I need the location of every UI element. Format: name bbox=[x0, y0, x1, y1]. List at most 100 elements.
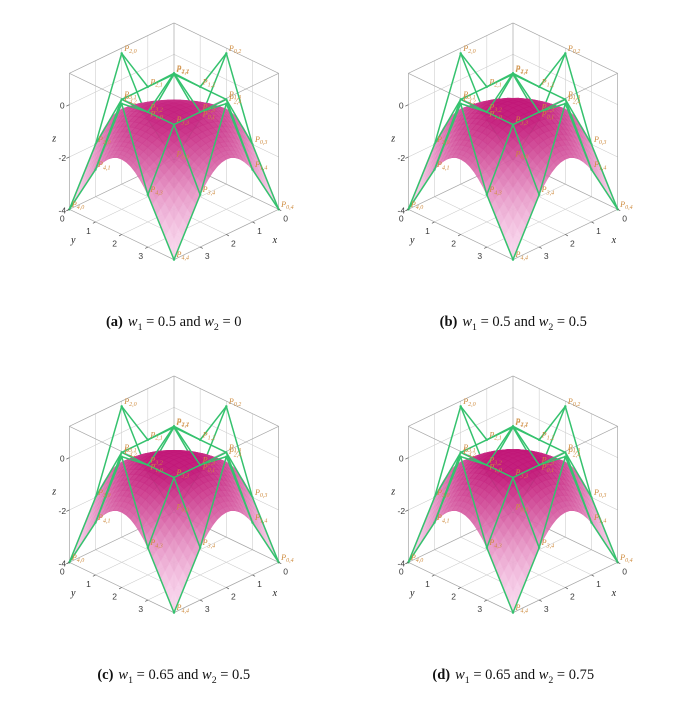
svg-text:P4,4: P4,4 bbox=[515, 250, 528, 261]
svg-text:P1,1: P1,1 bbox=[515, 418, 528, 429]
svg-text:P1,0: P1,0 bbox=[489, 463, 502, 474]
svg-text:3: 3 bbox=[544, 251, 549, 261]
svg-text:P0,0: P0,0 bbox=[515, 149, 528, 160]
svg-text:-2: -2 bbox=[398, 153, 406, 163]
svg-text:2: 2 bbox=[112, 239, 117, 249]
svg-text:P0,2: P0,2 bbox=[228, 44, 241, 55]
svg-text:P1,3: P1,3 bbox=[567, 443, 580, 454]
svg-text:-4: -4 bbox=[58, 558, 66, 568]
svg-text:P3,2: P3,2 bbox=[489, 455, 502, 466]
svg-text:P2,2: P2,2 bbox=[515, 417, 528, 428]
svg-text:P4,2: P4,2 bbox=[123, 94, 136, 105]
svg-text:P1,2: P1,2 bbox=[201, 430, 214, 441]
w2-value: 0 bbox=[234, 314, 242, 330]
svg-text:0: 0 bbox=[623, 566, 628, 576]
svg-text:3: 3 bbox=[478, 604, 483, 614]
panel-d: 0 1 2 3 0 1 2 3 0 -2 -4 x y z P0,0 P0,1 P0,2 P0,3 P0,4 P1,0… bbox=[346, 361, 682, 686]
svg-text:P1,1: P1,1 bbox=[515, 65, 528, 76]
svg-text:P3,1: P3,1 bbox=[462, 443, 475, 454]
svg-text:2: 2 bbox=[451, 591, 456, 601]
w2-sub: 2 bbox=[548, 321, 554, 333]
svg-text:0: 0 bbox=[283, 566, 288, 576]
svg-text:3: 3 bbox=[205, 251, 210, 261]
svg-text:P1,0: P1,0 bbox=[489, 110, 502, 121]
svg-text:P3,3: P3,3 bbox=[515, 115, 528, 126]
svg-text:P4,0: P4,0 bbox=[410, 553, 423, 564]
svg-text:0: 0 bbox=[60, 213, 65, 223]
w1-symbol: w bbox=[455, 666, 465, 683]
svg-text:1: 1 bbox=[425, 579, 430, 589]
svg-text:P4,3: P4,3 bbox=[489, 185, 502, 196]
w2-sub: 2 bbox=[213, 321, 219, 333]
caption-label: (c) bbox=[97, 666, 114, 683]
svg-text:P1,4: P1,4 bbox=[254, 513, 267, 524]
panel-caption-d: (d) w1 = 0.65 and w2 = 0.75 bbox=[432, 667, 594, 686]
svg-text:-2: -2 bbox=[398, 506, 406, 516]
svg-text:P2,3: P2,3 bbox=[201, 455, 214, 466]
svg-text:-4: -4 bbox=[398, 558, 406, 568]
svg-text:P1,0: P1,0 bbox=[149, 463, 162, 474]
w1-sub: 1 bbox=[137, 321, 143, 333]
svg-text:1: 1 bbox=[425, 226, 430, 236]
svg-text:0: 0 bbox=[399, 101, 404, 111]
w1-value: 0.5 bbox=[157, 314, 177, 330]
svg-text:P0,1: P0,1 bbox=[541, 110, 554, 121]
svg-text:P0,2: P0,2 bbox=[567, 44, 580, 55]
svg-text:P0,1: P0,1 bbox=[201, 110, 214, 121]
surface-plot-c: 0 1 2 3 0 1 2 3 0 -2 -4 x y z P0,0 P0,1 P0,2 P0,3 P0,4 P1,0… bbox=[51, 375, 293, 614]
svg-text:P2,2: P2,2 bbox=[175, 64, 188, 75]
svg-text:3: 3 bbox=[138, 251, 143, 261]
w1-value: 0.65 bbox=[485, 666, 511, 683]
svg-text:1: 1 bbox=[86, 579, 91, 589]
svg-text:x: x bbox=[271, 588, 277, 599]
svg-text:1: 1 bbox=[257, 226, 262, 236]
svg-text:P3,0: P3,0 bbox=[436, 488, 449, 499]
svg-text:1: 1 bbox=[596, 226, 601, 236]
svg-text:P0,2: P0,2 bbox=[228, 397, 241, 408]
svg-text:P1,0: P1,0 bbox=[149, 110, 162, 121]
svg-text:-2: -2 bbox=[58, 506, 66, 516]
equals: = bbox=[553, 314, 569, 330]
svg-text:3: 3 bbox=[544, 604, 549, 614]
svg-text:P2,3: P2,3 bbox=[541, 102, 554, 113]
svg-text:0: 0 bbox=[399, 566, 404, 576]
svg-text:P0,4: P0,4 bbox=[280, 553, 293, 564]
svg-text:1: 1 bbox=[86, 226, 91, 236]
panel-a: 0 1 2 3 0 1 2 3 0 -2 -4 x y z P0,0 P0,1 P0,2 P0,3 P0,4 P1,0… bbox=[6, 8, 342, 333]
svg-text:P3,1: P3,1 bbox=[462, 90, 475, 101]
svg-text:x: x bbox=[611, 235, 617, 246]
svg-text:P3,0: P3,0 bbox=[97, 135, 110, 146]
svg-text:P4,2: P4,2 bbox=[123, 447, 136, 458]
svg-text:P0,0: P0,0 bbox=[175, 502, 188, 513]
and-word: and bbox=[510, 314, 539, 330]
surface-plot-a: 0 1 2 3 0 1 2 3 0 -2 -4 x y z P0,0 P0,1 P0,2 P0,3 P0,4 P1,0… bbox=[51, 22, 293, 261]
svg-text:P4,1: P4,1 bbox=[436, 513, 449, 524]
svg-text:P2,1: P2,1 bbox=[149, 77, 162, 88]
w2-sub: 2 bbox=[211, 674, 217, 686]
svg-text:P2,0: P2,0 bbox=[123, 397, 136, 408]
svg-text:P2,4: P2,4 bbox=[567, 447, 580, 458]
svg-text:P0,4: P0,4 bbox=[619, 200, 632, 211]
svg-text:3: 3 bbox=[205, 604, 210, 614]
w1-value: 0.65 bbox=[148, 666, 174, 683]
and-word: and bbox=[176, 314, 205, 330]
panel-b: 0 1 2 3 0 1 2 3 0 -2 -4 x y z P0,0 P0,1 P0,2 P0,3 P0,4 P1,0… bbox=[346, 8, 682, 333]
svg-text:P2,0: P2,0 bbox=[462, 397, 475, 408]
equals: = bbox=[216, 666, 233, 683]
svg-text:P4,3: P4,3 bbox=[149, 538, 162, 549]
svg-text:z: z bbox=[51, 486, 56, 497]
svg-text:P4,0: P4,0 bbox=[71, 553, 84, 564]
caption-label: (b) bbox=[439, 314, 458, 330]
equals: = bbox=[476, 314, 493, 330]
w2-symbol: w bbox=[538, 314, 549, 330]
svg-text:P4,1: P4,1 bbox=[97, 513, 110, 524]
svg-text:0: 0 bbox=[60, 101, 65, 111]
svg-text:P4,4: P4,4 bbox=[175, 250, 188, 261]
svg-text:0: 0 bbox=[60, 454, 65, 464]
svg-text:1: 1 bbox=[596, 579, 601, 589]
svg-text:P4,4: P4,4 bbox=[515, 603, 528, 614]
svg-text:P1,2: P1,2 bbox=[201, 77, 214, 88]
svg-text:P0,4: P0,4 bbox=[619, 553, 632, 564]
svg-text:P0,1: P0,1 bbox=[201, 463, 214, 474]
panel-caption-b: (b) w1 = 0.5 and w2 = 0.5 bbox=[440, 314, 587, 333]
